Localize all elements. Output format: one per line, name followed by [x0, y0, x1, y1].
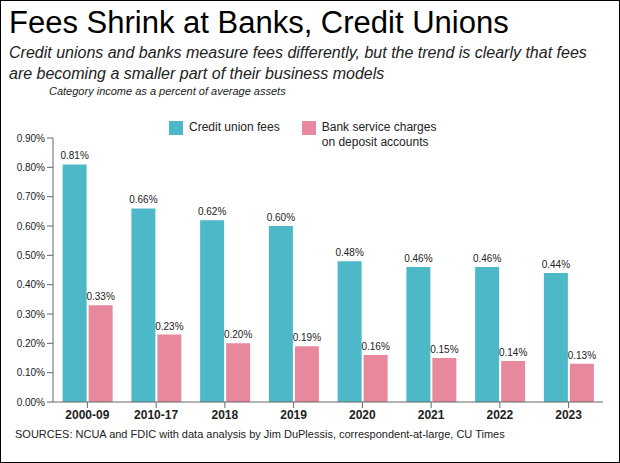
- svg-text:0.33%: 0.33%: [86, 291, 114, 302]
- html-text:Bank service charges on deposi: Bank service charges on deposit accounts: [321, 120, 437, 149]
- html-text:Credit unions and banks measur: Credit unions and banks measure fees dif…: [9, 44, 587, 82]
- html-text:Category income as a percent o: Category income as a percent of average …: [49, 85, 286, 97]
- svg-text:2019: 2019: [280, 408, 307, 422]
- svg-text:0.81%: 0.81%: [60, 150, 88, 161]
- svg-text:0.23%: 0.23%: [155, 321, 183, 332]
- svg-text:0.80%: 0.80%: [17, 162, 45, 173]
- svg-text:0.50%: 0.50%: [17, 250, 45, 261]
- svg-text:0.30%: 0.30%: [17, 309, 45, 320]
- svg-text:0.16%: 0.16%: [361, 341, 389, 352]
- svg-text:2010-17: 2010-17: [134, 408, 178, 422]
- html-text:Credit union fees: Credit union fees: [189, 120, 280, 134]
- svg-text:0.14%: 0.14%: [499, 347, 527, 358]
- svg-text:0.62%: 0.62%: [198, 206, 226, 217]
- svg-text:0.40%: 0.40%: [17, 279, 45, 290]
- svg-text:0.10%: 0.10%: [17, 367, 45, 378]
- html-text:SOURCES: NCUA and FDIC with da: SOURCES: NCUA and FDIC with data analysi…: [15, 428, 505, 440]
- svg-text:0.60%: 0.60%: [267, 212, 295, 223]
- svg-text:2021: 2021: [418, 408, 445, 422]
- svg-text:2018: 2018: [212, 408, 239, 422]
- svg-text:0.13%: 0.13%: [568, 350, 596, 361]
- svg-text:0.48%: 0.48%: [335, 247, 363, 258]
- svg-text:0.15%: 0.15%: [430, 344, 458, 355]
- svg-text:0.20%: 0.20%: [224, 329, 252, 340]
- svg-text:0.19%: 0.19%: [293, 332, 321, 343]
- svg-text:0.66%: 0.66%: [129, 194, 157, 205]
- svg-text:0.70%: 0.70%: [17, 191, 45, 202]
- svg-text:0.00%: 0.00%: [17, 397, 45, 408]
- svg-text:2022: 2022: [487, 408, 514, 422]
- svg-text:2000-09: 2000-09: [65, 408, 109, 422]
- svg-text:0.46%: 0.46%: [473, 253, 501, 264]
- svg-text:0.90%: 0.90%: [17, 133, 45, 144]
- svg-text:0.44%: 0.44%: [542, 259, 570, 270]
- svg-text:2023: 2023: [555, 408, 582, 422]
- svg-text:0.60%: 0.60%: [17, 221, 45, 232]
- svg-text:0.20%: 0.20%: [17, 338, 45, 349]
- svg-text:0.46%: 0.46%: [404, 253, 432, 264]
- svg-text:2020: 2020: [349, 408, 376, 422]
- html-text:Fees Shrink at Banks, Credit U: Fees Shrink at Banks, Credit Unions: [9, 5, 509, 40]
